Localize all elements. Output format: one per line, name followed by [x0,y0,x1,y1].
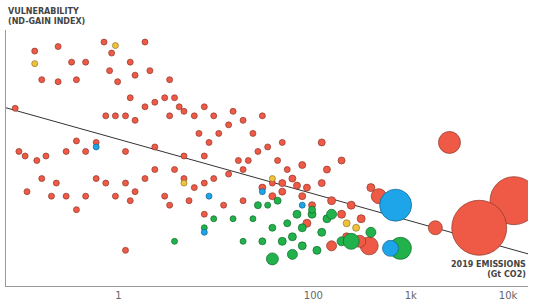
svg-text:100: 100 [304,290,323,301]
svg-text:10k: 10k [499,290,518,301]
svg-text:2019 EMISSIONS(Gt CO2): 2019 EMISSIONS(Gt CO2) [451,260,526,279]
svg-text:VULNERABILITY(ND-GAIN INDEX): VULNERABILITY(ND-GAIN INDEX) [8,7,85,26]
svg-text:1: 1 [115,290,121,301]
svg-text:1k: 1k [405,290,417,301]
